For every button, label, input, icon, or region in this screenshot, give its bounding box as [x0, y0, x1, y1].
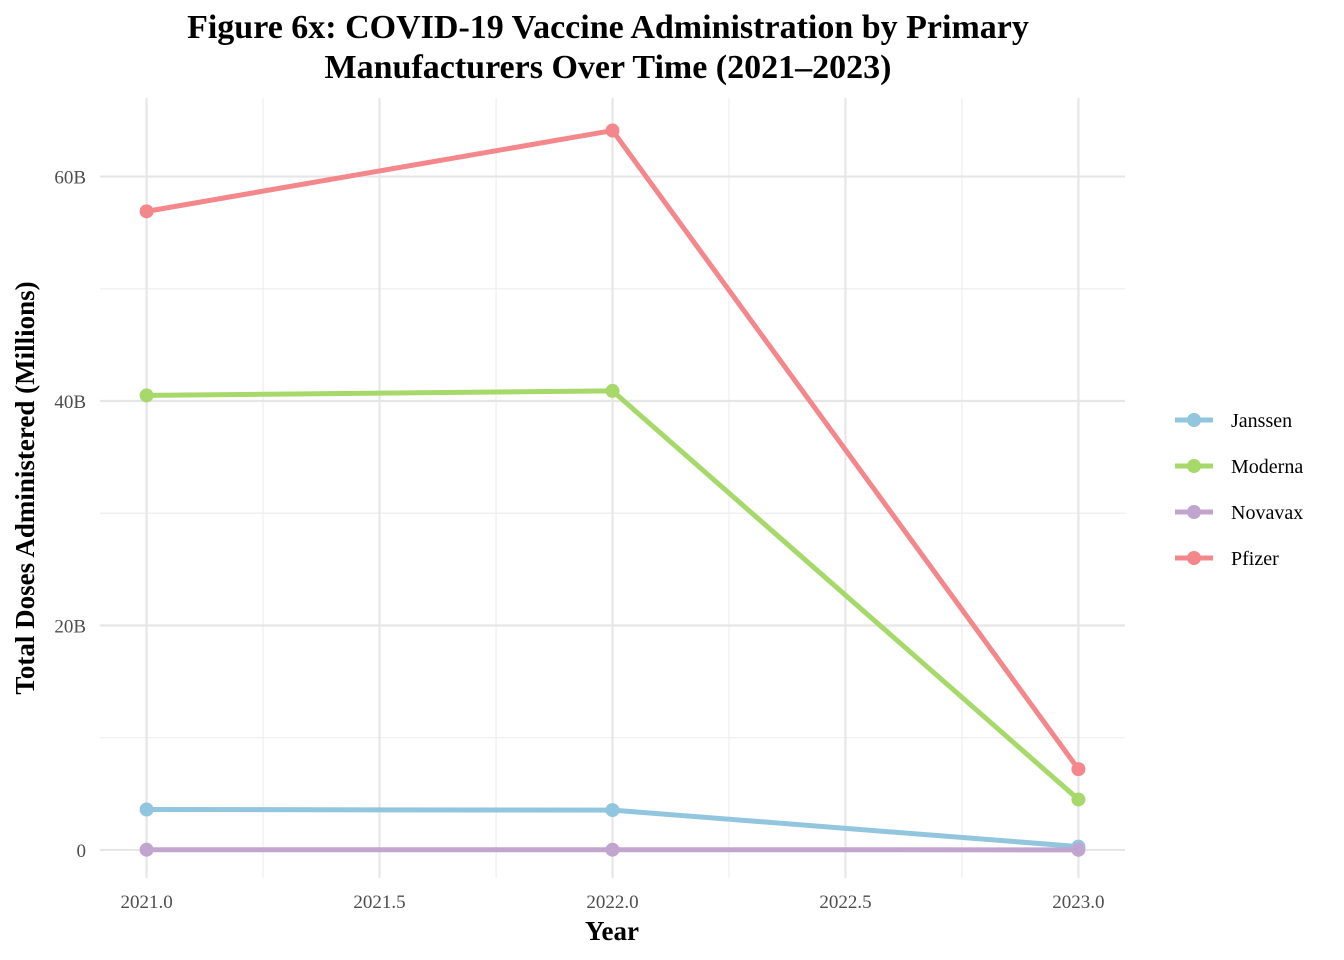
x-tick-label: 2022.0: [586, 892, 638, 913]
chart-title-line-2: Manufacturers Over Time (2021–2023): [325, 49, 892, 86]
legend-key-point: [1187, 413, 1201, 427]
data-point: [605, 842, 620, 857]
y-tick-label: 0: [77, 841, 87, 862]
legend-item-novavax: Novavax: [1175, 502, 1303, 524]
series-pfizer: [139, 123, 1086, 777]
series-lines: [139, 123, 1086, 857]
data-point: [1071, 842, 1086, 857]
x-axis-ticks: 2021.0 2021.5 2022.0 2022.5 2023.0: [120, 892, 1104, 913]
legend-label: Novavax: [1231, 502, 1303, 524]
x-tick-label: 2021.0: [120, 892, 172, 913]
legend-item-moderna: Moderna: [1175, 456, 1303, 478]
y-tick-label: 60B: [54, 168, 86, 189]
y-tick-label: 20B: [54, 616, 86, 637]
y-axis-ticks: 0 20B 40B 60B: [54, 168, 86, 862]
data-point: [139, 842, 154, 857]
data-point: [1071, 762, 1086, 777]
x-axis-title: Year: [585, 916, 639, 946]
legend-label: Pfizer: [1231, 548, 1279, 570]
series-moderna: [139, 383, 1086, 807]
y-tick-label: 40B: [54, 392, 86, 413]
grid: [100, 98, 1125, 878]
chart-title-line-1: Figure 6x: COVID-19 Vaccine Administrati…: [187, 9, 1029, 46]
legend-key-point: [1187, 551, 1201, 565]
data-point: [605, 383, 620, 398]
data-point: [139, 802, 154, 817]
y-axis-title: Total Doses Administered (Millions): [10, 281, 40, 694]
legend-item-janssen: Janssen: [1175, 410, 1292, 432]
series-novavax: [139, 842, 1086, 857]
x-tick-label: 2022.5: [819, 892, 871, 913]
legend-key-point: [1187, 459, 1201, 473]
legend-label: Moderna: [1231, 456, 1303, 478]
data-point: [139, 388, 154, 403]
legend: Janssen Moderna Novavax Pfizer: [1175, 410, 1303, 570]
data-point: [139, 204, 154, 219]
legend-item-pfizer: Pfizer: [1175, 548, 1279, 570]
x-tick-label: 2023.0: [1052, 892, 1104, 913]
data-point: [605, 123, 620, 138]
legend-key-point: [1187, 505, 1201, 519]
legend-label: Janssen: [1231, 410, 1292, 432]
data-point: [605, 803, 620, 818]
x-tick-label: 2021.5: [353, 892, 405, 913]
data-point: [1071, 792, 1086, 807]
